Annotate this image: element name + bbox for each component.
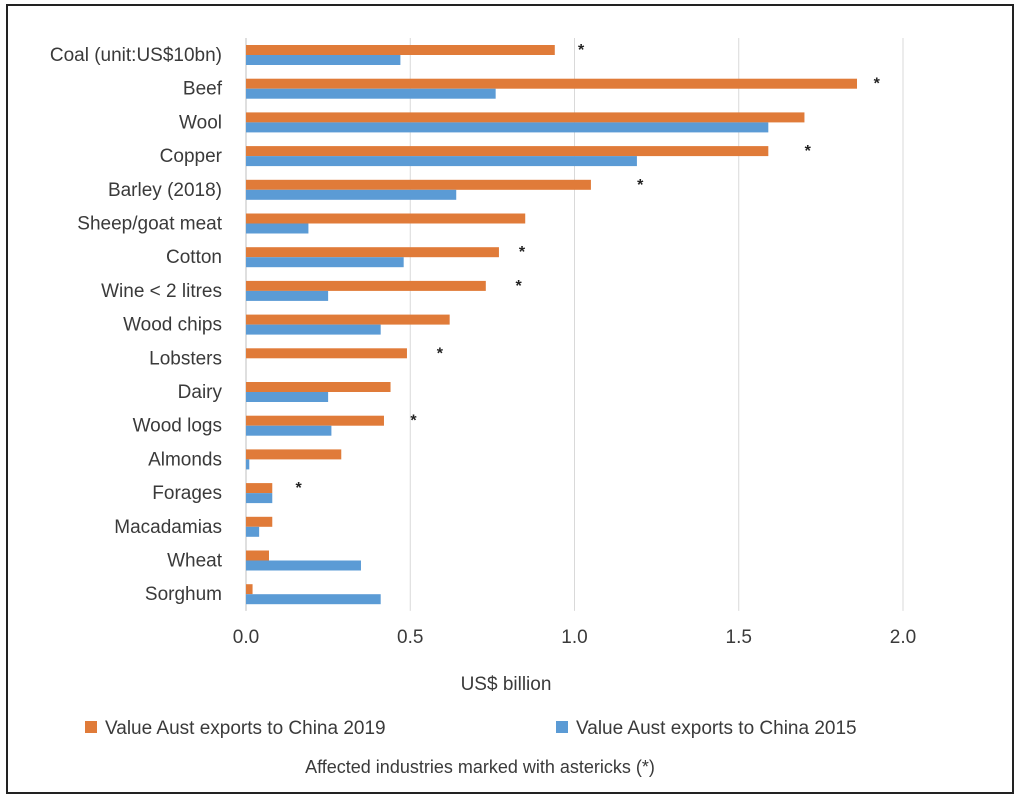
asterisk-marker: * [295, 480, 302, 497]
bar-2015 [246, 526, 260, 537]
asterisk-marker: * [874, 76, 881, 93]
category-labels: Coal (unit:US$10bn) Beef Wool Copper Barley … [50, 45, 223, 605]
bar-2019 [246, 382, 391, 392]
bar-2019 [246, 146, 769, 157]
bar-2019 [246, 516, 273, 527]
category-label: Wood chips [123, 315, 222, 336]
bar-2019 [246, 78, 858, 89]
x-tick-label: 1.0 [561, 627, 587, 648]
legend: Value Aust exports to China 2019 Value A… [85, 718, 857, 739]
bar-2015 [246, 425, 332, 436]
asterisk-markers: * * * * * * * * * [295, 42, 880, 497]
category-label: Barley (2018) [108, 180, 222, 201]
asterisk-marker: * [437, 345, 444, 362]
bar-2015 [246, 392, 329, 402]
bar-2015 [246, 560, 361, 571]
bar-2015 [246, 257, 404, 268]
bar-2019 [246, 550, 269, 561]
bar-2015 [246, 156, 637, 167]
bar-2015 [246, 88, 496, 99]
bar-2019 [246, 213, 526, 224]
x-axis-title: US$ billion [461, 674, 552, 695]
bar-2015 [246, 594, 381, 605]
bar-2015 [246, 493, 273, 504]
bar-2015 [246, 189, 457, 200]
chart-frame [6, 4, 1014, 794]
category-label: Forages [152, 483, 222, 504]
asterisk-marker: * [578, 42, 585, 59]
bar-2019 [246, 314, 450, 325]
asterisk-marker: * [637, 177, 644, 194]
category-label: Macadamias [114, 517, 222, 538]
asterisk-marker: * [805, 143, 812, 160]
category-label: Beef [183, 79, 223, 100]
x-tick-label: 1.5 [726, 627, 752, 648]
category-label: Almonds [148, 449, 222, 470]
bar-2015 [246, 459, 250, 470]
category-label: Sheep/goat meat [77, 214, 222, 235]
asterisk-marker: * [516, 278, 523, 295]
legend-label-2015: Value Aust exports to China 2015 [576, 718, 857, 739]
category-label: Wheat [167, 551, 223, 572]
category-label: Cotton [166, 247, 222, 268]
x-tick-labels: 0.0 0.5 1.0 1.5 2.0 [233, 627, 916, 648]
bar-2019 [246, 584, 253, 595]
x-tick-label: 0.0 [233, 627, 259, 648]
category-label: Dairy [178, 382, 223, 403]
asterisk-marker: * [410, 413, 417, 430]
legend-swatch-2015 [556, 721, 568, 733]
legend-label-2019: Value Aust exports to China 2019 [105, 718, 386, 739]
category-label: Wool [179, 112, 222, 133]
bar-2019 [246, 415, 384, 426]
asterisk-marker: * [519, 244, 526, 261]
x-tick-label: 0.5 [397, 627, 423, 648]
bar-2019 [246, 348, 407, 359]
bar-2015 [246, 223, 309, 234]
bar-2015 [246, 290, 329, 301]
category-label: Wood logs [133, 416, 222, 437]
category-label: Coal (unit:US$10bn) [50, 45, 222, 66]
category-label: Lobsters [149, 348, 222, 369]
bar-2019 [246, 112, 805, 123]
bar-2019 [246, 280, 486, 291]
legend-swatch-2019 [85, 721, 97, 733]
bars-group [246, 45, 858, 605]
bar-2015 [246, 324, 381, 335]
category-label: Copper [160, 146, 223, 167]
category-label: Sorghum [145, 584, 222, 605]
bar-2019 [246, 179, 591, 190]
bar-2015 [246, 122, 769, 133]
bar-2015 [246, 55, 401, 65]
bar-2019 [246, 483, 273, 494]
x-tick-label: 2.0 [890, 627, 916, 648]
asterisk-note: Affected industries marked with asterick… [305, 757, 655, 777]
bar-2019 [246, 449, 342, 460]
category-label: Wine < 2 litres [101, 281, 222, 302]
bar-2019 [246, 247, 499, 258]
bar-2019 [246, 45, 555, 55]
